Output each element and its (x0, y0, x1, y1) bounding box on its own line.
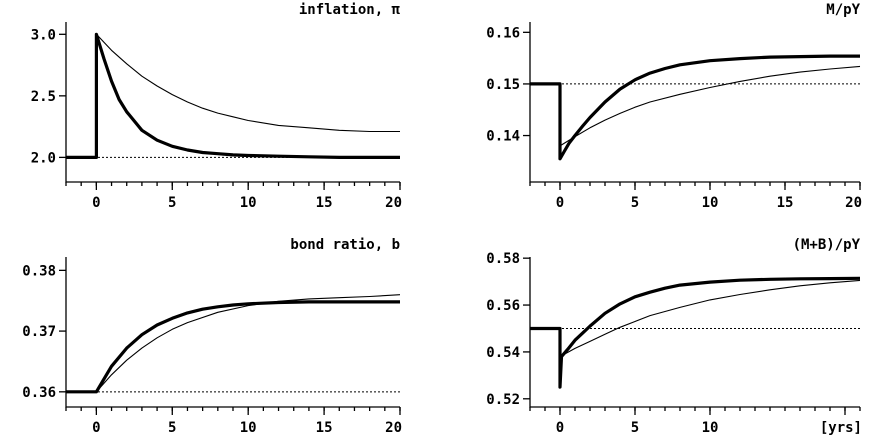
series-line-thick (66, 32, 400, 159)
x-tick-label: 15 (777, 195, 794, 211)
series-line-thin (559, 279, 861, 358)
y-tick-label: 0.36 (22, 385, 56, 401)
y-tick-label: 0.52 (486, 392, 520, 408)
chart-title: M/pY (826, 2, 860, 18)
x-tick-label: 20 (385, 195, 402, 211)
series-line-thick (66, 300, 400, 394)
y-tick-label: 0.38 (22, 263, 56, 279)
x-tick-label: 5 (631, 420, 639, 436)
x-tick-label: 15 (316, 420, 333, 436)
x-tick-label: 0 (556, 420, 564, 436)
axis-frame (529, 22, 860, 183)
series-line-thin (95, 294, 401, 393)
x-tick-label: 5 (168, 420, 176, 436)
y-tick-label: 2.0 (31, 150, 56, 166)
x-tick-label: 5 (168, 195, 176, 211)
x-tick-label: 20 (385, 420, 402, 436)
panel-1: inflation, π 0 5 10 15 20 2.0 2.5 3.0 (31, 2, 402, 211)
x-tick-label: 10 (702, 195, 719, 211)
panel-2: M/pY 0 5 10 15 20 0.14 0.15 0.16 (486, 2, 862, 211)
x-tick-label: 0 (92, 420, 100, 436)
y-tick-label: 0.16 (486, 25, 520, 41)
chart-title: bond ratio, b (290, 237, 400, 253)
x-tick-label: [yrs] (820, 420, 862, 436)
x-tick-label: 10 (702, 420, 719, 436)
y-tick-label: 0.37 (22, 324, 56, 340)
y-tick-label: 2.5 (31, 89, 56, 105)
x-tick-label: 0 (556, 195, 564, 211)
x-tick-label: 0 (92, 195, 100, 211)
y-tick-label: 0.58 (486, 251, 520, 267)
y-tick-label: 0.54 (486, 345, 520, 361)
axis-frame (65, 257, 400, 408)
x-tick-label: 10 (240, 195, 257, 211)
series-line-thick (530, 54, 860, 161)
x-tick-label: 10 (240, 420, 257, 436)
y-tick-label: 0.14 (486, 129, 520, 145)
y-tick-label: 0.15 (486, 77, 520, 93)
x-tick-label: 15 (316, 195, 333, 211)
chart-title: (M+B)/pY (793, 237, 861, 253)
x-tick-label: 5 (631, 195, 639, 211)
y-tick-label: 3.0 (31, 27, 56, 43)
series-line-thin (559, 65, 861, 147)
panel-4: (M+B)/pY 0 5 10 [yrs] 0.52 0.54 0.56 0.58 (486, 237, 862, 436)
panel-3: bond ratio, b 0 5 10 15 20 0.36 0.37 0.38 (22, 237, 402, 436)
series-line-thick (530, 276, 861, 389)
y-tick-label: 0.56 (486, 298, 520, 314)
chart-title: inflation, π (299, 2, 401, 18)
series-line-thin (96, 33, 400, 133)
x-tick-label: 20 (845, 195, 862, 211)
